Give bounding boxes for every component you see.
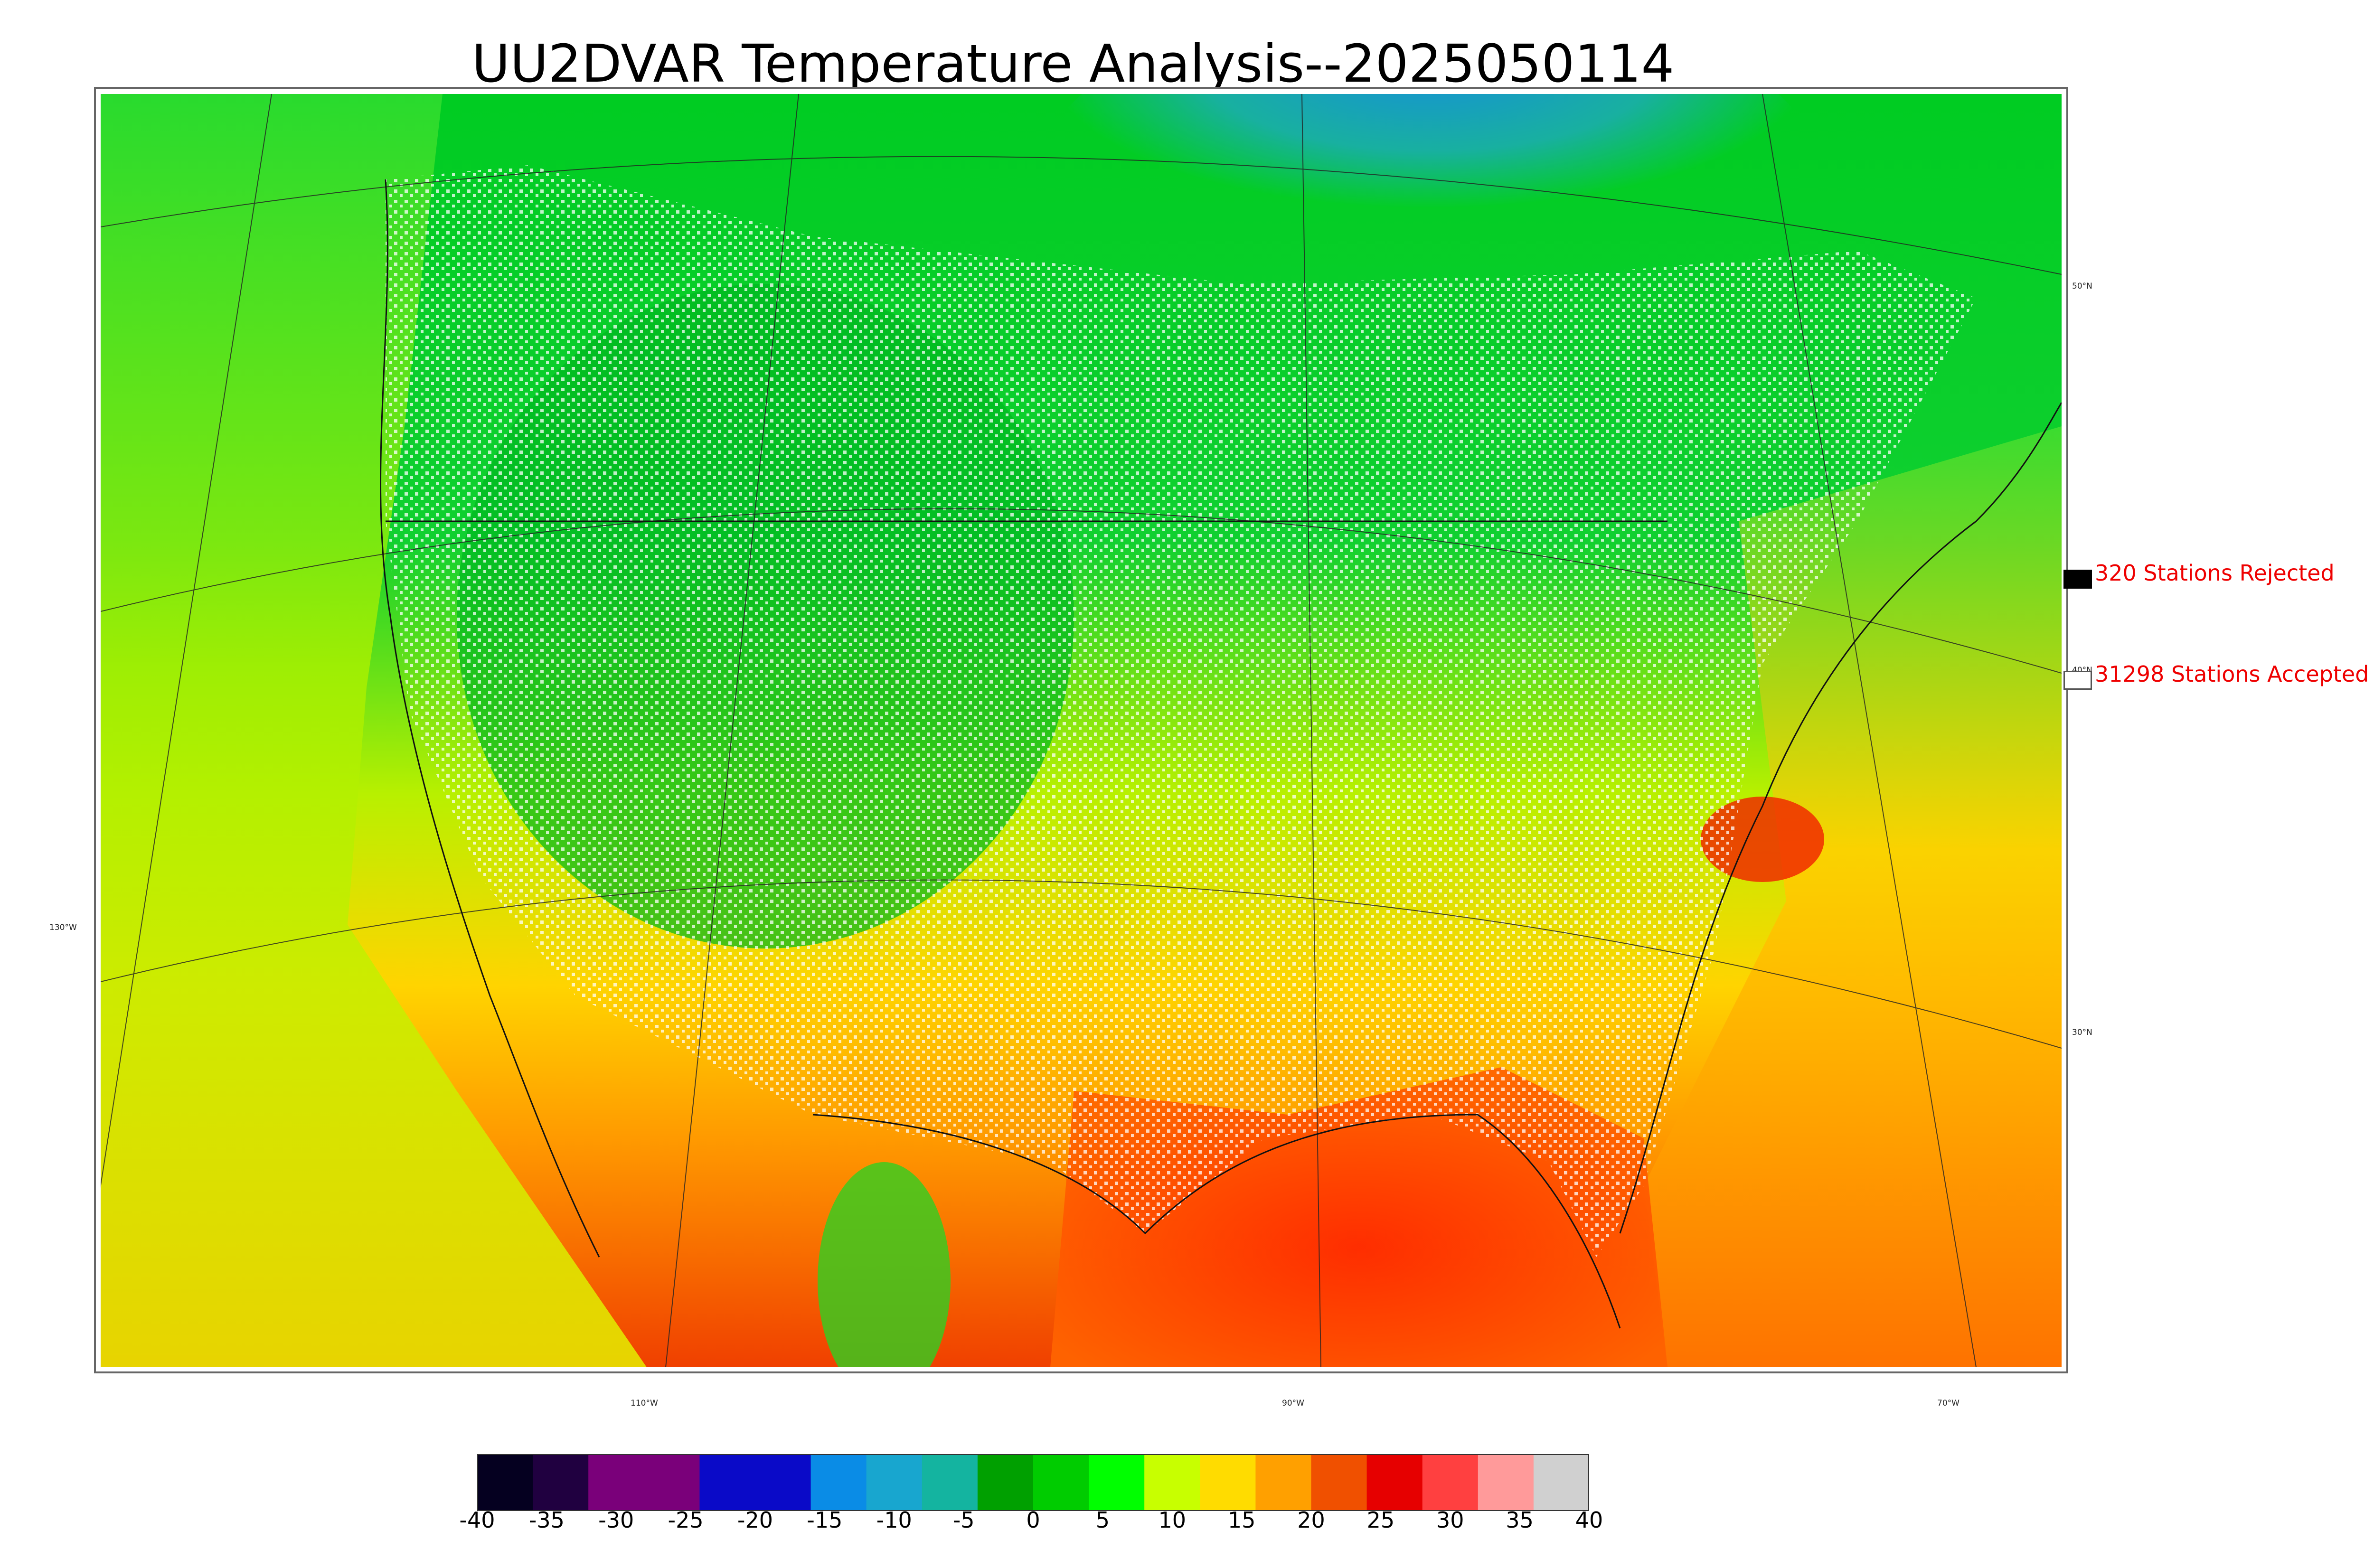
colorbar-tick-label: -20	[737, 1507, 773, 1533]
colorbar-segment	[1533, 1454, 1589, 1511]
accepted-marker-icon	[2063, 671, 2092, 690]
colorbar-segment	[755, 1454, 811, 1511]
colorbar-tick-label: -15	[807, 1507, 843, 1533]
rejected-marker-icon	[2063, 570, 2092, 589]
colorbar-segment	[1478, 1454, 1534, 1511]
colorbar-segment	[866, 1454, 923, 1511]
lon-label-70w: 70°W	[1937, 1399, 1959, 1408]
colorbar-tick-label: -40	[459, 1507, 495, 1533]
colorbar-segment	[1422, 1454, 1479, 1511]
lat-label-30n: 30°N	[2072, 1028, 2092, 1037]
colorbar-segment	[922, 1454, 978, 1511]
colorbar-segment	[699, 1454, 756, 1511]
colorbar	[477, 1454, 1589, 1511]
colorbar-segment	[1033, 1454, 1089, 1511]
colorbar-tick-label: 25	[1366, 1507, 1395, 1533]
colorbar-segment	[477, 1454, 533, 1511]
lon-label-90w: 90°W	[1282, 1399, 1304, 1408]
colorbar-tick-label: 15	[1227, 1507, 1256, 1533]
rejected-label: 320 Stations Rejected	[2095, 560, 2335, 586]
colorbar-tick-label: 20	[1297, 1507, 1325, 1533]
colorbar-tick-label: 10	[1158, 1507, 1187, 1533]
lat-label-50n: 50°N	[2072, 282, 2092, 291]
chart-title: UU2DVAR Temperature Analysis--2025050114	[471, 33, 1675, 94]
lon-label-130w: 130°W	[49, 923, 77, 932]
colorbar-tick-label: -30	[598, 1507, 634, 1533]
colorbar-segment	[533, 1454, 589, 1511]
colorbar-tick-label: -10	[876, 1507, 912, 1533]
colorbar-segment	[1255, 1454, 1312, 1511]
colorbar-tick-label: 5	[1095, 1507, 1110, 1533]
lon-label-110w: 110°W	[631, 1399, 658, 1408]
colorbar-segment	[1144, 1454, 1200, 1511]
colorbar-segment	[1311, 1454, 1367, 1511]
accepted-label: 31298 Stations Accepted	[2095, 661, 2369, 687]
colorbar-tick-label: 30	[1436, 1507, 1464, 1533]
colorbar-segment	[977, 1454, 1034, 1511]
colorbar-tick-label: 0	[1026, 1507, 1040, 1533]
colorbar-tick-label: 35	[1506, 1507, 1534, 1533]
colorbar-tick-label: -5	[952, 1507, 975, 1533]
colorbar-segment	[1200, 1454, 1256, 1511]
colorbar-segment	[810, 1454, 867, 1511]
colorbar-segment	[644, 1454, 700, 1511]
colorbar-tick-label: -35	[528, 1507, 565, 1533]
colorbar-segment	[1089, 1454, 1145, 1511]
colorbar-segment	[1366, 1454, 1423, 1511]
colorbar-segment	[588, 1454, 644, 1511]
colorbar-tick-label: 40	[1575, 1507, 1603, 1533]
temperature-map	[101, 94, 2062, 1367]
colorbar-tick-label: -25	[668, 1507, 704, 1533]
